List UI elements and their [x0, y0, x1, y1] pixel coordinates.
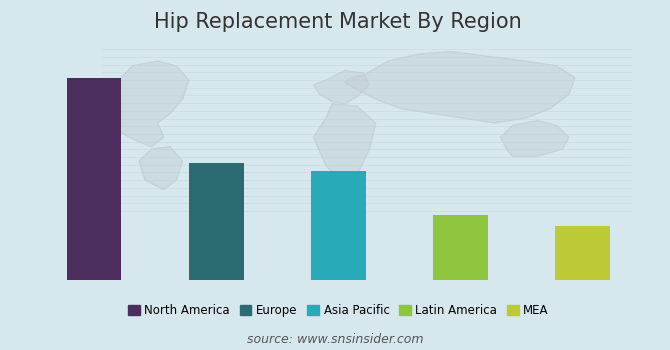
Bar: [555, 225, 610, 280]
Title: Hip Replacement Market By Region: Hip Replacement Market By Region: [155, 12, 522, 32]
Legend: North America, Europe, Asia Pacific, Latin America, MEA: North America, Europe, Asia Pacific, Lat…: [123, 299, 553, 322]
Polygon shape: [344, 51, 575, 123]
Bar: [433, 216, 488, 280]
Polygon shape: [139, 147, 182, 190]
Polygon shape: [500, 120, 569, 156]
Text: source: www.snsinsider.com: source: www.snsinsider.com: [247, 333, 423, 346]
Bar: [311, 171, 366, 280]
Polygon shape: [314, 104, 376, 185]
Bar: [189, 163, 244, 280]
Polygon shape: [102, 61, 189, 147]
Polygon shape: [314, 71, 370, 104]
Bar: [66, 78, 121, 280]
